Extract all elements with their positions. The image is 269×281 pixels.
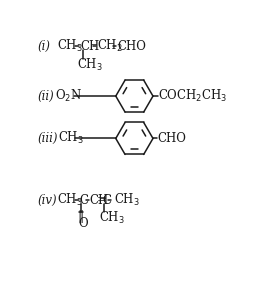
- Text: CH: CH: [89, 194, 109, 207]
- Text: COCH$_2$CH$_3$: COCH$_2$CH$_3$: [158, 88, 228, 104]
- Text: CH$_3$: CH$_3$: [57, 38, 83, 54]
- Text: (iv): (iv): [37, 194, 57, 207]
- Text: ‖: ‖: [78, 210, 84, 223]
- Text: C: C: [102, 194, 112, 207]
- Text: CH$_3$: CH$_3$: [114, 192, 140, 208]
- Text: (ii): (ii): [37, 90, 54, 103]
- Text: C: C: [79, 194, 88, 207]
- Text: CH$_3$: CH$_3$: [58, 130, 84, 146]
- Text: CH$_3$: CH$_3$: [57, 192, 83, 208]
- Text: CH$_3$: CH$_3$: [77, 56, 103, 72]
- Text: CH: CH: [80, 40, 99, 53]
- Text: O: O: [79, 217, 88, 230]
- Text: CHO: CHO: [158, 132, 186, 145]
- Text: CH$_2$: CH$_2$: [97, 38, 123, 54]
- Text: CHO: CHO: [117, 40, 146, 53]
- Text: =: =: [97, 194, 107, 207]
- Text: O$_2$N: O$_2$N: [55, 88, 82, 104]
- Text: (i): (i): [37, 40, 51, 53]
- Text: (iii): (iii): [37, 132, 58, 145]
- Text: CH$_3$: CH$_3$: [99, 210, 125, 226]
